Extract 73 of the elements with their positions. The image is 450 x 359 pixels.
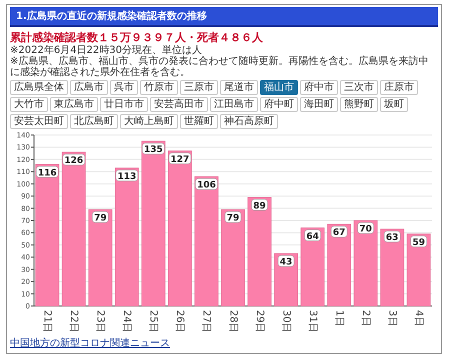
text: ※2022年6月4日22時30分現在、単位は人 bbox=[10, 45, 204, 56]
text: 廿日市市 bbox=[100, 97, 148, 112]
x-tick-label: 4日 bbox=[413, 310, 424, 326]
text: 三原市 bbox=[180, 80, 218, 95]
data-label: 89 bbox=[253, 201, 266, 212]
text: 三次市 bbox=[340, 80, 378, 95]
x-tick-label: 1日 bbox=[333, 310, 344, 326]
text: ※広島県、広島市、福山市、呉市の発表に合わせて随時更新。再陽性を含む。広島県を来訪中に感染が確認された県外在住者を含む。 bbox=[10, 56, 430, 78]
bar bbox=[88, 209, 112, 306]
text: 安芸太田町 bbox=[10, 114, 68, 129]
x-tick-label: 26日 bbox=[174, 310, 186, 333]
text: 尾道市 bbox=[220, 80, 258, 95]
bar bbox=[300, 228, 325, 306]
text: 江田島市 bbox=[210, 97, 258, 112]
bar bbox=[406, 234, 431, 306]
data-label: 59 bbox=[412, 238, 425, 248]
data-label: 79 bbox=[226, 214, 240, 224]
bar bbox=[35, 164, 60, 306]
x-tick-label: 2日 bbox=[360, 310, 371, 326]
x-tick-label: 27日 bbox=[200, 310, 212, 333]
text: 東広島市 bbox=[50, 97, 98, 112]
bar bbox=[354, 220, 378, 306]
data-label: 127 bbox=[170, 154, 190, 165]
bar bbox=[221, 209, 245, 306]
text: 北広島町 bbox=[70, 114, 118, 129]
text: 中国地方の新型コロナ関連ニュース bbox=[10, 336, 171, 350]
x-tick-label: 29日 bbox=[254, 310, 265, 333]
data-label: 116 bbox=[38, 168, 57, 178]
text: 庄原市 bbox=[380, 80, 418, 95]
data-label: 113 bbox=[117, 172, 136, 182]
bar bbox=[248, 197, 272, 306]
data-label: 70 bbox=[359, 224, 372, 234]
text: 府中市 bbox=[300, 80, 338, 95]
data-label: 106 bbox=[197, 180, 216, 191]
data-label: 64 bbox=[306, 232, 319, 242]
bar bbox=[62, 152, 86, 306]
bar bbox=[380, 228, 404, 306]
x-tick-label: 21日 bbox=[42, 310, 53, 333]
bar bbox=[141, 140, 166, 306]
data-label: 63 bbox=[386, 233, 398, 244]
bar bbox=[114, 168, 139, 306]
bar bbox=[168, 150, 192, 306]
bar bbox=[327, 224, 352, 306]
x-tick-label: 30日 bbox=[280, 310, 292, 333]
text: 府中町 bbox=[260, 97, 298, 112]
text: 安芸高田市 bbox=[150, 97, 208, 112]
text: 海田町 bbox=[300, 97, 338, 112]
text: 大崎上島町 bbox=[120, 114, 178, 129]
text: 広島県全体 bbox=[10, 80, 68, 95]
text: 呉市 bbox=[110, 80, 138, 95]
text: 大竹市 bbox=[10, 97, 48, 112]
data-label: 126 bbox=[64, 156, 84, 166]
x-tick-label: 23日 bbox=[94, 310, 106, 333]
text: 神石高原町 bbox=[220, 114, 278, 129]
data-label: 67 bbox=[332, 228, 346, 238]
x-tick-label: 24日 bbox=[121, 310, 132, 333]
chart-subtitle: 累計感染確認者数１５万９３９７人・死者４８６人 bbox=[10, 30, 264, 44]
text: 熊野町 bbox=[340, 97, 378, 112]
chart-title: 1.広島県の直近の新規感染確認者数の推移 bbox=[10, 7, 438, 27]
x-tick-label: 31日 bbox=[306, 310, 318, 333]
data-label: 135 bbox=[144, 145, 163, 156]
data-label: 43 bbox=[280, 257, 292, 268]
x-tick-label: 28日 bbox=[227, 310, 238, 333]
data-label: 79 bbox=[94, 214, 107, 224]
text: 坂町 bbox=[380, 97, 408, 112]
text: 世羅町 bbox=[180, 114, 218, 129]
bar bbox=[194, 176, 218, 306]
x-tick-label: 22日 bbox=[68, 310, 80, 333]
text: 広島市 bbox=[70, 80, 108, 95]
text: 竹原市 bbox=[140, 80, 178, 95]
x-tick-label: 25日 bbox=[148, 310, 159, 333]
x-tick-label: 3日 bbox=[386, 310, 398, 326]
text: 福山市 bbox=[260, 80, 298, 95]
